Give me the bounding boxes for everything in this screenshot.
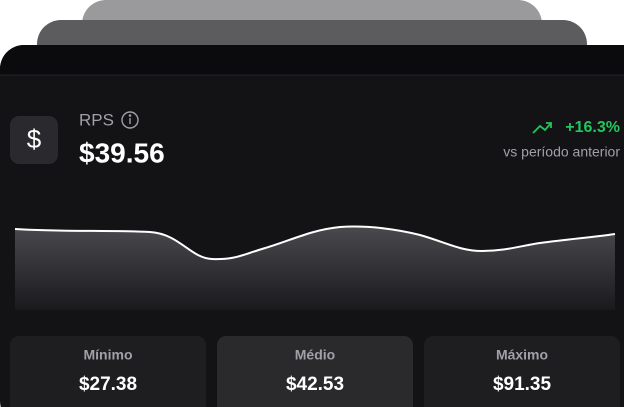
trend-icon: [532, 122, 552, 134]
stat-value: $91.35: [493, 374, 552, 395]
card: [0, 45, 624, 407]
icon-box: [10, 116, 58, 164]
change-label: vs período anterior: [503, 144, 620, 160]
info-icon[interactable]: [121, 111, 139, 129]
card-top: [0, 45, 624, 75]
stat-label: Médio: [295, 347, 335, 363]
stat-card: [424, 336, 620, 407]
stat-card: [10, 336, 206, 407]
icon: $: [27, 124, 42, 154]
metric-label: RPS: [79, 110, 114, 129]
stat-value: $27.38: [79, 374, 137, 395]
stat-value: $42.53: [286, 374, 344, 395]
sparkline: [14, 225, 616, 261]
change: +16.3%: [565, 119, 620, 136]
stat-label: Máximo: [496, 347, 548, 363]
metric-value: $39.56: [79, 137, 165, 168]
sparkline-area: [15, 226, 615, 310]
stat-label: Mínimo: [84, 347, 133, 363]
stat-card: [217, 336, 413, 407]
